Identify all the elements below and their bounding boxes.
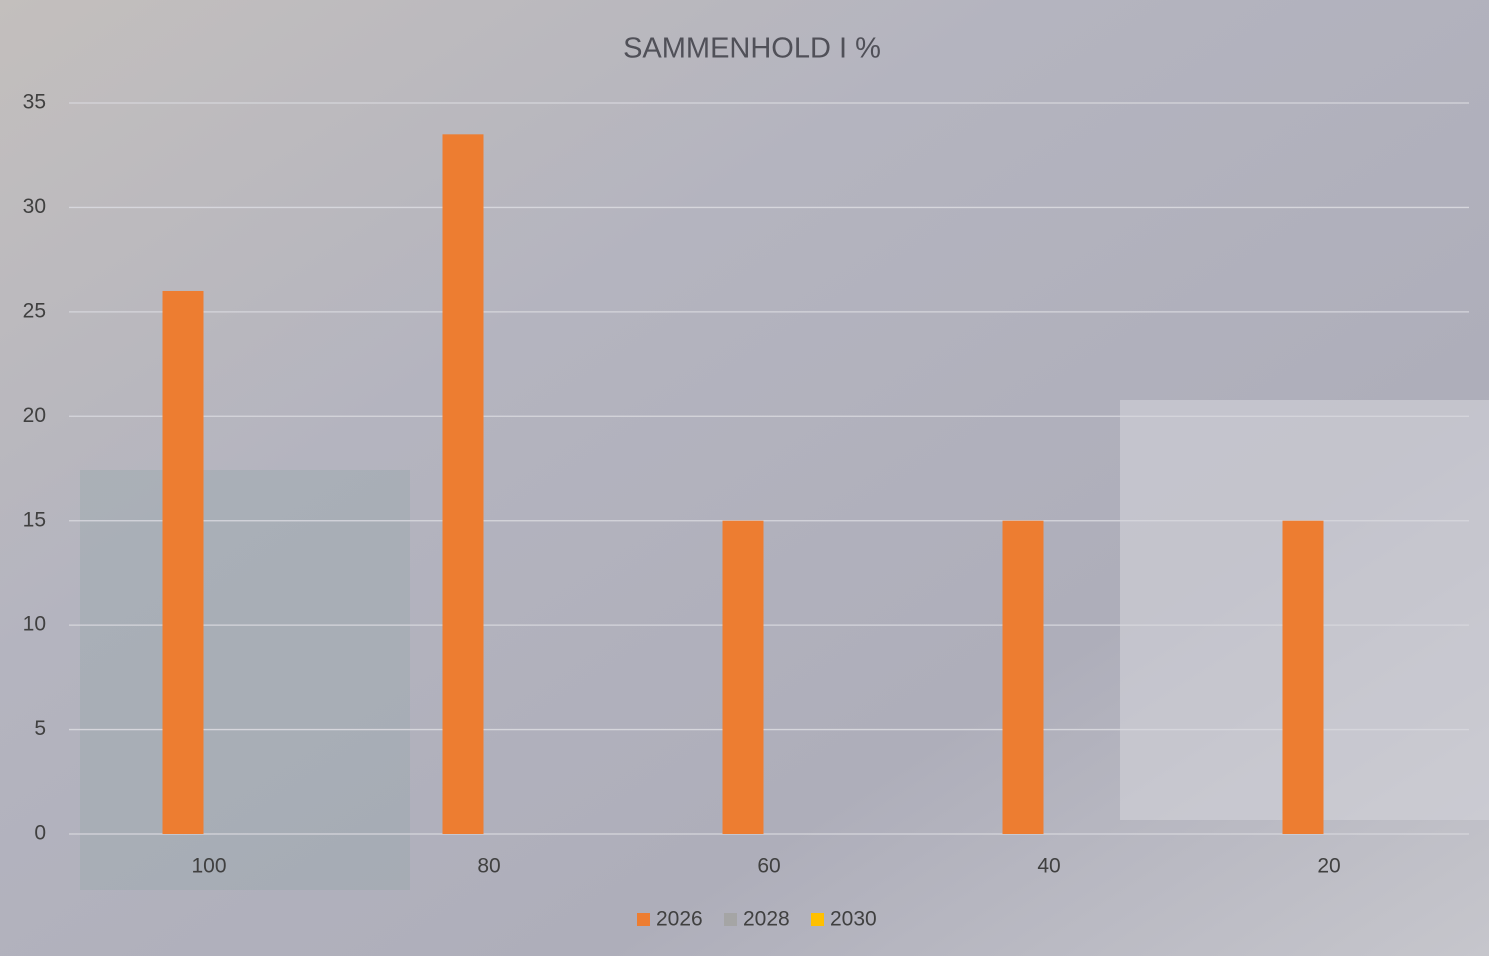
y-tick-label: 20	[23, 404, 46, 427]
legend-swatch	[811, 913, 824, 926]
x-tick-label: 60	[757, 855, 780, 878]
y-tick-label: 0	[34, 822, 46, 845]
x-tick-label: 20	[1317, 855, 1340, 878]
legend-swatch	[724, 913, 737, 926]
chart-title: SAMMENHOLD I %	[623, 33, 881, 65]
background-shape	[80, 470, 410, 890]
legend-label: 2028	[743, 908, 790, 931]
x-tick-label: 40	[1037, 855, 1060, 878]
y-tick-label: 10	[23, 613, 46, 636]
y-tick-label: 5	[34, 717, 46, 740]
bar	[162, 290, 204, 834]
bar	[442, 134, 484, 835]
legend-label: 2030	[830, 908, 877, 931]
x-tick-label: 100	[191, 855, 226, 878]
legend-label: 2026	[656, 908, 703, 931]
y-tick-label: 30	[23, 195, 46, 218]
legend-swatch	[637, 913, 650, 926]
bar	[1002, 520, 1044, 834]
y-tick-label: 25	[23, 299, 46, 322]
x-tick-label: 80	[477, 855, 500, 878]
y-tick-label: 15	[23, 508, 46, 531]
y-tick-label: 35	[23, 91, 46, 114]
bar	[722, 520, 764, 834]
bar	[1282, 520, 1324, 834]
